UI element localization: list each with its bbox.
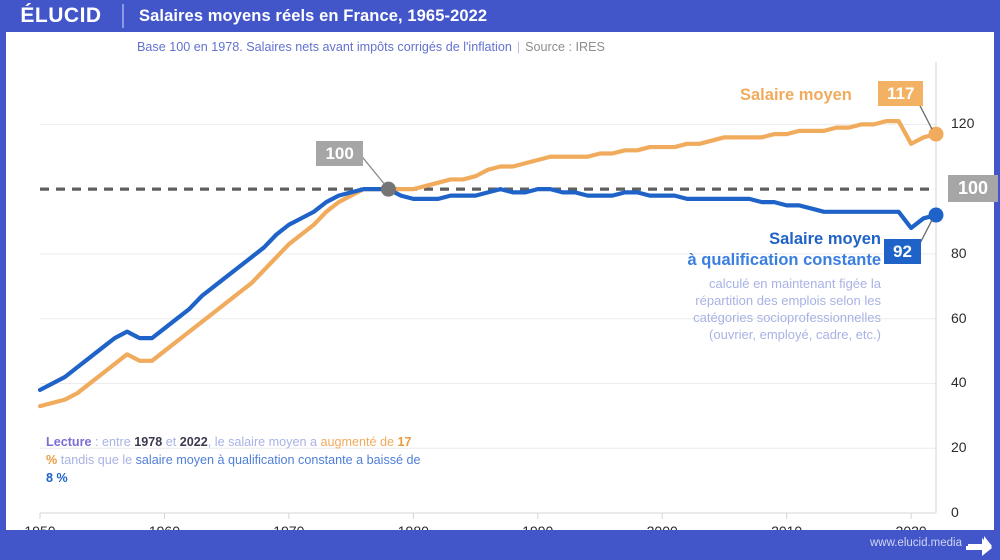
footer-bar: www.elucid.media <box>0 530 1000 560</box>
y-tick-label: 20 <box>951 439 967 456</box>
y-tick-label: 60 <box>951 309 967 326</box>
chart-plot <box>37 62 944 519</box>
baseline-value-badge: 100 <box>948 175 999 203</box>
lecture-t4: augmenté de <box>320 435 398 449</box>
lecture-t2: et <box>162 435 180 449</box>
blue-sublabel-line-4: (ouvrier, employé, cadre, etc.) <box>709 327 881 343</box>
subtitle-separator: | <box>516 40 521 54</box>
orange-series-label: Salaire moyen <box>740 86 852 105</box>
y-tick-label: 0 <box>951 504 959 520</box>
y-tick-label: 80 <box>951 244 967 261</box>
lecture-year-start: 1978 <box>134 435 163 449</box>
lecture-t5: tandis que le <box>57 453 136 467</box>
orange-endpoint-badge: 117 <box>878 81 924 107</box>
y-tick-label: 40 <box>951 374 967 391</box>
header-bar: ÉLUCID Salaires moyens réels en France, … <box>0 0 1000 32</box>
endpoint-markers <box>380 126 944 223</box>
blue-series-label-line1: Salaire moyen <box>769 230 881 249</box>
blue-sublabel-line-2: répartition des emplois selon les <box>695 293 881 309</box>
lecture-pct-blue: 8 % <box>46 471 68 485</box>
lecture-note: Lecture : entre 1978 et 2022, le salaire… <box>46 433 426 487</box>
lecture-year-end: 2022 <box>179 435 208 449</box>
lecture-t6: salaire moyen à <box>135 453 225 467</box>
lecture-keyword: Lecture <box>46 435 92 449</box>
lecture-t3: , le salaire moyen a <box>207 435 317 449</box>
series-lines <box>37 119 939 409</box>
chart-source: Source : IRES <box>525 40 605 54</box>
lecture-t7: qualification constante a baissé de <box>228 453 421 467</box>
chart-canvas: Base 100 en 1978. Salaires nets avant im… <box>6 32 999 539</box>
blue-series-label: Salaire moyen à qualification constante <box>646 229 881 271</box>
y-tick-label: 120 <box>951 115 975 132</box>
blue-series-label-line2: à qualification constante <box>687 251 881 270</box>
lecture-t1: : entre <box>91 435 135 449</box>
chart-subtitle: Base 100 en 1978. Salaires nets avant im… <box>137 40 605 54</box>
blue-series-sublabel: calculé en maintenant figée la répartitio… <box>646 275 881 343</box>
base-100-badge: 100 <box>316 141 363 167</box>
elucid-logo: ÉLUCID <box>20 4 102 27</box>
blue-endpoint-badge: 92 <box>884 239 921 265</box>
footer-url[interactable]: www.elucid.media <box>869 537 962 549</box>
arrow-icon <box>966 536 992 556</box>
lecture-pct-orange: 17 % <box>46 435 412 467</box>
blue-sublabel-line-3: catégories socioprofessionnelles <box>693 310 881 326</box>
subtitle-text: Base 100 en 1978. Salaires nets avant im… <box>137 40 512 54</box>
header-divider <box>122 4 124 28</box>
leader-lines <box>361 93 933 252</box>
page-title: Salaires moyens réels en France, 1965-20… <box>139 6 488 25</box>
blue-sublabel-line-1: calculé en maintenant figée la <box>708 276 881 292</box>
